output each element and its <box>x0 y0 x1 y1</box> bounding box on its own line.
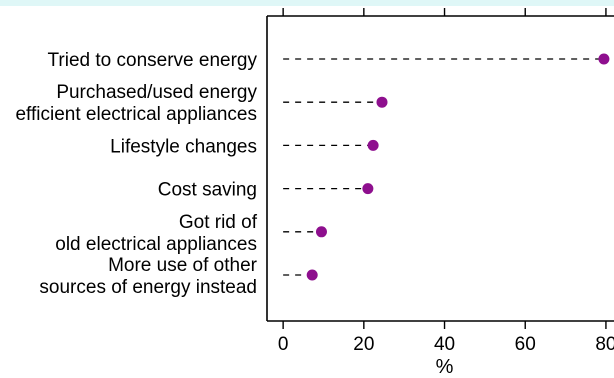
data-point <box>598 53 610 65</box>
x-tick-label: 60 <box>515 334 536 355</box>
category-label: sources of energy instead <box>39 277 257 298</box>
leader-lines <box>283 58 604 276</box>
plot-axes <box>266 8 614 329</box>
data-point <box>315 226 327 238</box>
category-label: old electrical appliances <box>55 234 257 255</box>
top-band <box>0 0 614 6</box>
data-point <box>362 183 374 195</box>
category-label: More use of other <box>108 255 258 276</box>
category-label: efficient electrical appliances <box>15 104 257 125</box>
category-label: Cost saving <box>158 180 257 201</box>
category-label: Purchased/used energy <box>56 82 257 103</box>
data-point <box>367 139 379 151</box>
category-labels: Tried to conserve energy Purchased/used e… <box>15 50 257 298</box>
x-tick-label: 80 <box>595 334 614 355</box>
data-point <box>376 96 388 108</box>
data-markers <box>306 53 610 281</box>
category-label: Lifestyle changes <box>110 136 257 157</box>
x-tick-labels: 0 20 40 60 80 <box>278 334 614 355</box>
x-axis-title: % <box>436 356 454 378</box>
category-label: Tried to conserve energy <box>48 50 258 71</box>
x-tick-label: 40 <box>434 334 455 355</box>
data-point <box>306 269 318 281</box>
x-tick-label: 0 <box>278 334 289 355</box>
x-tick-label: 20 <box>353 334 374 355</box>
category-label: Got rid of <box>179 212 258 233</box>
